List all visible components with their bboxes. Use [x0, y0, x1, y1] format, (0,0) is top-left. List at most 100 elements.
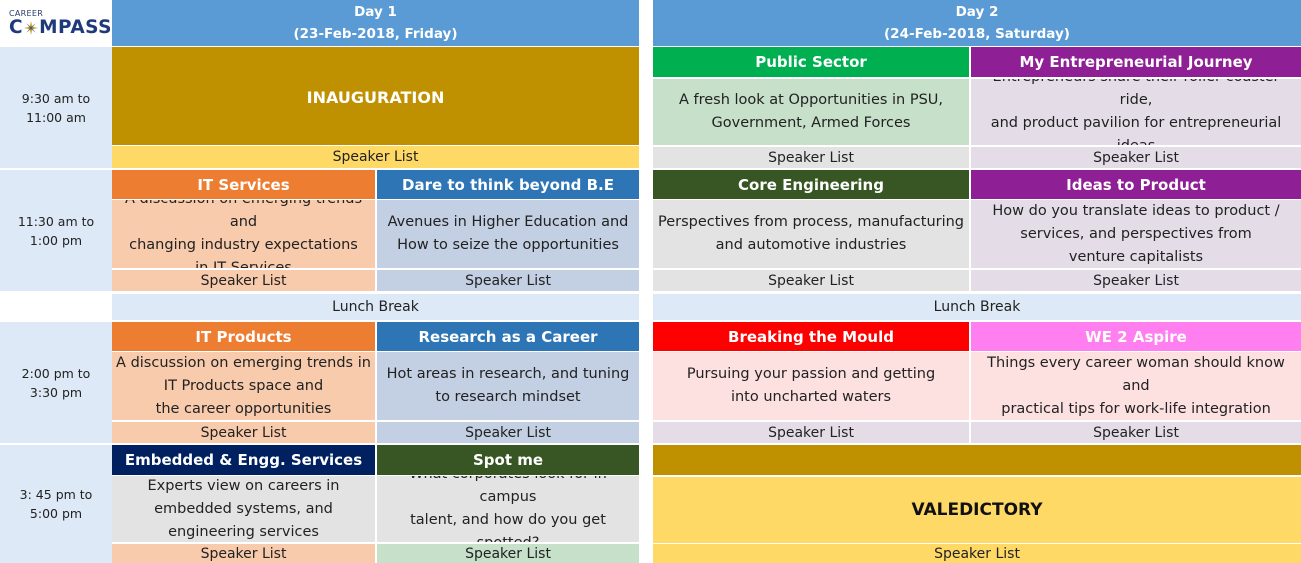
time-slot-1: 9:30 am to 11:00 am — [0, 47, 112, 168]
research-title: Research as a Career — [418, 327, 598, 346]
embedded-desc-line: engineering services — [168, 523, 319, 540]
it-services-desc-line: A discussion on emerging trends and — [125, 200, 362, 230]
time-slot-2-start: 11:30 am to — [17, 213, 95, 229]
spot-me-header: Spot me — [377, 445, 639, 475]
time-slot-3-start: 2:00 pm to — [21, 365, 91, 381]
it-products-desc-line: the career opportunities — [155, 400, 332, 417]
public-sector-header: Public Sector — [653, 47, 969, 77]
speaker-list-label: Speaker List — [768, 149, 854, 166]
beyond-be-desc-line: How to seize the opportunities — [397, 237, 619, 253]
public-sector-desc-line: Government, Armed Forces — [711, 115, 911, 131]
day1-title: Day 1 — [354, 4, 397, 20]
core-eng-desc-line: and automotive industries — [715, 237, 907, 253]
ideas-product-description: How do you translate ideas to product / … — [971, 200, 1301, 268]
time-slot-3: 2:00 pm to 3:30 pm — [0, 322, 112, 443]
speaker-list-breaking-mould[interactable]: Speaker List — [653, 422, 969, 443]
ideas-product-desc-line: How do you translate ideas to product / — [992, 202, 1280, 219]
compass-star-icon — [24, 20, 39, 35]
time-slot-2-end: 1:00 pm — [29, 232, 83, 248]
time-slot-4-start: 3: 45 pm to — [19, 487, 93, 502]
speaker-list-we2aspire[interactable]: Speaker List — [971, 422, 1301, 443]
time-slot-2: 11:30 am to 1:00 pm — [0, 170, 112, 291]
breaking-mould-description: Pursuing your passion and getting into u… — [653, 352, 969, 420]
speaker-list-it-products[interactable]: Speaker List — [112, 422, 375, 443]
speaker-list-embedded[interactable]: Speaker List — [112, 544, 375, 563]
logo-wordmark: C MPASS — [9, 17, 112, 38]
it-products-header: IT Products — [112, 322, 375, 351]
speaker-list-core-eng[interactable]: Speaker List — [653, 270, 969, 291]
we2aspire-desc-line: practical tips for work-life integration — [1001, 400, 1271, 417]
day2-title: Day 2 — [955, 4, 999, 20]
spot-me-desc-line: talent, and how do you get spotted? — [410, 512, 606, 542]
entrepreneurial-description: Entrepreneurs share their roller coaster… — [971, 79, 1301, 145]
it-services-description: A discussion on emerging trends and chan… — [112, 200, 375, 268]
ideas-product-header: Ideas to Product — [971, 170, 1301, 199]
speaker-list-it-services[interactable]: Speaker List — [112, 270, 375, 291]
speaker-list-label: Speaker List — [200, 272, 287, 289]
lunch-break-day1: Lunch Break — [112, 294, 639, 320]
time-slot-4: 3: 45 pm to 5:00 pm — [0, 445, 112, 563]
beyond-be-desc-line: Avenues in Higher Education and — [387, 214, 629, 230]
speaker-list-valedictory[interactable]: Speaker List — [653, 544, 1301, 563]
breaking-mould-desc-line: Pursuing your passion and getting — [686, 366, 936, 382]
public-sector-description: A fresh look at Opportunities in PSU, Go… — [653, 79, 969, 145]
speaker-list-ideas-product[interactable]: Speaker List — [971, 270, 1301, 291]
core-eng-header: Core Engineering — [653, 170, 969, 199]
speaker-list-label: Speaker List — [200, 545, 287, 562]
entrepreneurial-title: My Entrepreneurial Journey — [1019, 53, 1253, 71]
speaker-list-label: Speaker List — [465, 424, 551, 441]
it-products-description: A discussion on emerging trends in IT Pr… — [112, 352, 375, 420]
speaker-list-beyond-be[interactable]: Speaker List — [377, 270, 639, 291]
it-products-title: IT Products — [195, 327, 292, 346]
research-header: Research as a Career — [377, 322, 639, 351]
time-slot-4-end: 5:00 pm — [29, 506, 83, 521]
day1-header: Day 1 (23-Feb-2018, Friday) — [112, 0, 639, 46]
research-description: Hot areas in research, and tuning to res… — [377, 352, 639, 420]
core-eng-title: Core Engineering — [738, 175, 884, 194]
spot-me-desc-line: What corporates look for in campus — [409, 476, 607, 505]
speaker-list-label: Speaker List — [1093, 272, 1179, 289]
speaker-list-entrepreneurial[interactable]: Speaker List — [971, 147, 1301, 168]
speaker-list-inauguration[interactable]: Speaker List — [112, 146, 639, 168]
speaker-list-label: Speaker List — [1093, 424, 1179, 441]
we2aspire-desc-line: Things every career woman should know an… — [987, 354, 1285, 394]
speaker-list-public-sector[interactable]: Speaker List — [653, 147, 969, 168]
embedded-desc-line: Experts view on careers in — [147, 477, 340, 494]
speaker-list-label: Speaker List — [332, 149, 419, 165]
speaker-list-label: Speaker List — [934, 545, 1020, 562]
breaking-mould-header: Breaking the Mould — [653, 322, 969, 351]
entrepreneurial-desc-line: and product pavilion for entrepreneurial… — [990, 115, 1282, 145]
day1-date: (23-Feb-2018, Friday) — [293, 26, 458, 42]
valedictory-title: VALEDICTORY — [911, 500, 1043, 520]
embedded-desc-line: embedded systems, and — [154, 500, 333, 517]
it-services-header: IT Services — [112, 170, 375, 199]
day2-header: Day 2 (24-Feb-2018, Saturday) — [653, 0, 1301, 46]
ideas-product-title: Ideas to Product — [1066, 175, 1206, 194]
day2-date: (24-Feb-2018, Saturday) — [884, 26, 1070, 42]
logo-line-career: CAREER — [9, 8, 44, 18]
speaker-list-label: Speaker List — [200, 424, 287, 441]
spot-me-title: Spot me — [472, 451, 544, 469]
valedictory-header-band — [653, 445, 1301, 475]
inauguration-title: INAUGURATION — [306, 88, 445, 107]
lunch-break-label: Lunch Break — [933, 299, 1021, 315]
lunch-break-label: Lunch Break — [332, 299, 419, 315]
public-sector-desc-line: A fresh look at Opportunities in PSU, — [678, 92, 944, 108]
we2aspire-description: Things every career woman should know an… — [971, 352, 1301, 420]
speaker-list-spot-me[interactable]: Speaker List — [377, 544, 639, 563]
time-slot-1-end: 11:00 am — [26, 109, 86, 125]
it-services-desc-line: in IT Services — [195, 260, 292, 268]
breaking-mould-desc-line: into uncharted waters — [730, 389, 892, 405]
beyond-be-header: Dare to think beyond B.E — [377, 170, 639, 199]
beyond-be-description: Avenues in Higher Education and How to s… — [377, 200, 639, 268]
it-products-desc-line: A discussion on emerging trends in — [116, 354, 371, 371]
valedictory-session: VALEDICTORY — [653, 477, 1301, 543]
it-services-title: IT Services — [197, 175, 290, 194]
time-slot-1-start: 9:30 am to — [21, 90, 91, 106]
embedded-header: Embedded & Engg. Services — [112, 445, 375, 475]
it-services-desc-line: changing industry expectations — [129, 237, 358, 253]
career-compass-logo: CAREER C MPASS — [0, 0, 112, 46]
speaker-list-research[interactable]: Speaker List — [377, 422, 639, 443]
spot-me-description: What corporates look for in campus talen… — [377, 476, 639, 542]
entrepreneurial-desc-line: Entrepreneurs share their roller coaster… — [993, 79, 1280, 108]
